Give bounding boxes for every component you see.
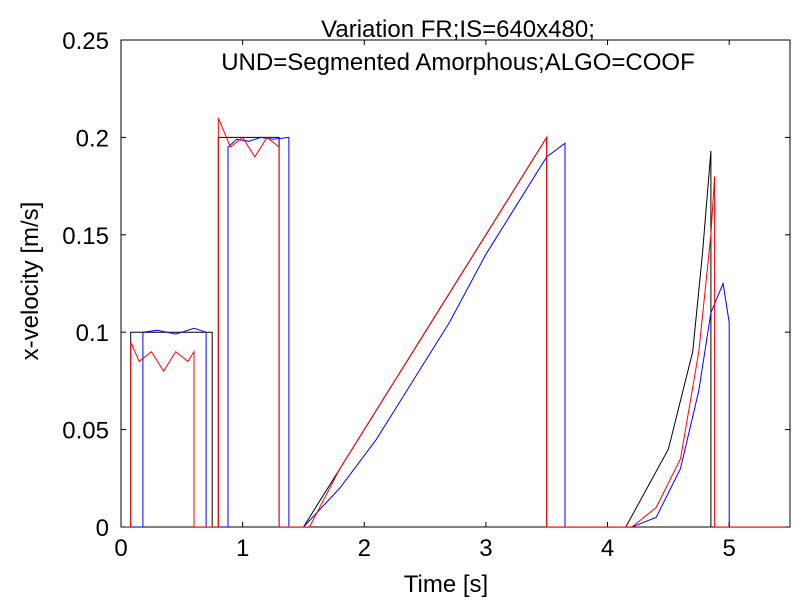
- x-axis-ticks: 0 1 2 3 4 5: [114, 40, 736, 562]
- y-tick-label: 0.1: [76, 320, 109, 347]
- y-tick-label: 0.25: [62, 28, 109, 55]
- x-tick-label: 3: [479, 535, 492, 562]
- chart-title-line-1: Variation FR;IS=640x480;: [321, 16, 595, 43]
- y-axis-ticks: 0 0.05 0.1 0.15 0.2 0.25: [62, 28, 790, 542]
- y-tick-label: 0.2: [76, 125, 109, 152]
- x-tick-label: 5: [723, 535, 736, 562]
- x-tick-label: 2: [358, 535, 371, 562]
- series-line-3: [121, 117, 790, 527]
- axes-frame: [120, 39, 791, 528]
- y-axis-label: x-velocity [m/s]: [17, 202, 44, 361]
- series-line-1: [121, 135, 790, 527]
- y-tick-label: 0.05: [62, 418, 109, 445]
- x-tick-label: 4: [601, 535, 614, 562]
- y-tick-label: 0.15: [62, 223, 109, 250]
- series-line-2: [121, 136, 790, 527]
- x-tick-label: 1: [236, 535, 249, 562]
- x-axis-label: Time [s]: [404, 571, 488, 598]
- plot-area: [121, 117, 790, 527]
- x-tick-label: 0: [114, 535, 127, 562]
- chart-title-line-2: UND=Segmented Amorphous;ALGO=COOF: [221, 49, 695, 76]
- y-tick-label: 0: [96, 515, 109, 542]
